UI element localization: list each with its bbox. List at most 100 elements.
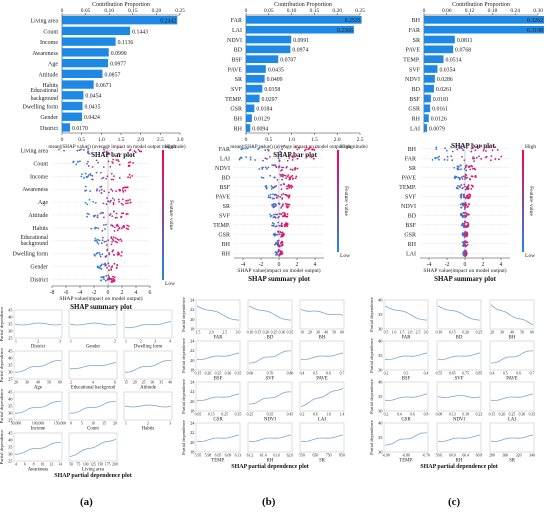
pd-c-x-tick-label: 40: [510, 331, 514, 335]
bar-c-value-label: 0.0768: [455, 48, 471, 54]
bar-a-bottom-tick-label: 3.0: [177, 137, 184, 143]
bar-a-bar: [62, 16, 178, 25]
summary-b-point: [245, 156, 248, 158]
summary-b-point: [286, 175, 289, 178]
summary-c-point: [465, 177, 468, 179]
summary-c-feature-label: SVF: [405, 194, 417, 200]
pd-b-x-tick-label: 61.4: [260, 454, 267, 458]
summary-a-x-tick-label: -6: [64, 290, 69, 296]
bar-c-bar: [424, 94, 431, 103]
summary-b-point: [277, 231, 280, 233]
pd-c-x-tick-label: 300: [502, 454, 508, 458]
pd-c-xlabel: PAVE: [506, 377, 518, 382]
summary-c-point: [462, 175, 465, 178]
summary-c-point: [461, 155, 463, 158]
pd-c-x-tick-label: 60.0: [449, 454, 456, 458]
pd-a-x-tick-label: 6: [114, 381, 116, 385]
summary-c-point: [461, 241, 464, 244]
bar-a-value-label: 0.0435: [85, 104, 101, 110]
pd-c-x-tick-label: 0.10: [436, 331, 443, 335]
summary-b-point: [240, 148, 243, 151]
bar-c-bar: [424, 55, 444, 64]
pd-a-subplot-frame: [13, 391, 63, 421]
summary-a-point: [107, 274, 110, 277]
summary-c-point: [431, 158, 434, 161]
summary-a-point: [83, 177, 85, 179]
summary-b-points-temp: [271, 221, 289, 228]
pd-b-x-tick-label: 6.05: [215, 454, 222, 458]
pd-c-x-tick-label: 60.4: [462, 454, 469, 458]
pd-c-x-tick-label: 0.23: [476, 413, 483, 417]
summary-b-point: [269, 155, 271, 158]
summary-b-point: [274, 225, 277, 228]
pd-c-curve-bd: [437, 305, 481, 321]
summary-a-point: [103, 190, 106, 193]
bar-c-category-label: BD: [412, 87, 421, 93]
summary-b-point: [266, 168, 268, 170]
panel-letter-c: (c): [448, 496, 461, 508]
summary-b-point: [281, 198, 284, 200]
summary-c-point: [494, 158, 497, 160]
summary-a-point: [104, 263, 107, 266]
bar-b-category-label: BSF: [231, 57, 242, 63]
bar-a-value-label: 0.0977: [110, 62, 126, 68]
pd-b-x-tick-label: 5.95: [195, 454, 202, 458]
pd-a-x-tick-label: 1: [125, 422, 127, 426]
summary-a-point: [110, 172, 113, 175]
summary-a-point: [127, 165, 130, 168]
bar-b-category-label: GSR: [230, 107, 242, 113]
summary-c-feature-label: LAI: [406, 251, 416, 257]
pd-b-ylabel: Partial dependence: [181, 420, 186, 455]
summary-c-point: [494, 146, 497, 149]
pd-c-x-tick-label: 0.4: [397, 413, 402, 417]
summary-a-point: [116, 216, 118, 219]
summary-a-point: [91, 166, 94, 168]
bar-b-top-tick-label: 0.05: [264, 8, 274, 14]
summary-c-point: [460, 184, 463, 186]
pd-b-x-tick-label: 850: [339, 454, 345, 458]
summary-a-point: [127, 176, 129, 179]
summary-a-point: [112, 236, 115, 239]
summary-b-point: [277, 250, 279, 253]
panel-letter-a: (a): [80, 496, 93, 508]
summary-a-point: [113, 262, 116, 265]
summary-a-points-livingarea: [58, 146, 143, 156]
pd-c-x-tick-label: 0.13: [449, 413, 456, 417]
pd-a-curve-attitude: [125, 360, 171, 373]
summary-c-feature-label: RH: [408, 242, 417, 248]
summary-c-point: [485, 146, 488, 149]
pd-c-x-tick-label: 0.15: [449, 331, 456, 335]
pd-a-xlabel: District: [31, 345, 46, 350]
summary-a-point: [103, 263, 105, 266]
summary-b-point: [280, 253, 283, 256]
bar-a-bar: [62, 26, 131, 36]
pd-a-ylabel: Partial dependence: [0, 389, 4, 424]
summary-a-point: [110, 281, 113, 283]
pd-c-y-tick-label: 35: [378, 312, 383, 317]
bar-c-bar: [424, 75, 435, 83]
summary-a-point: [118, 189, 121, 192]
pd-b-x-tick-label: 1.0: [326, 413, 331, 417]
pd-a-x-tick-label: 20: [113, 422, 117, 426]
summary-b-point: [280, 194, 283, 196]
pd-a-x-tick-label: 4: [169, 340, 171, 344]
summary-c-point: [472, 167, 474, 170]
summary-a-point: [86, 162, 88, 165]
bar-a-category-label: Age: [48, 62, 58, 68]
pd-c-x-tick-label: 20: [490, 331, 494, 335]
summary-c-xlabel: SHAP value(impact on model output): [423, 267, 506, 274]
summary-b-point: [274, 217, 277, 219]
summary-b-point: [291, 185, 294, 188]
summary-c-point: [466, 232, 469, 234]
summary-b-point: [282, 166, 285, 169]
pd-c-x-tick-label: 0.18: [462, 413, 469, 417]
summary-a-point: [111, 250, 114, 253]
summary-a-point: [137, 148, 140, 151]
pd-a-y-tick-label: 30: [8, 411, 13, 416]
bar-a-top-tick-label: 0.10: [104, 8, 114, 14]
summary-a-point: [114, 240, 117, 243]
summary-a-point: [102, 276, 105, 278]
summary-b-feature-label: BSF: [219, 185, 230, 191]
pd-b-xlabel: TEMP.: [211, 459, 224, 464]
summary-a-point: [115, 266, 118, 269]
